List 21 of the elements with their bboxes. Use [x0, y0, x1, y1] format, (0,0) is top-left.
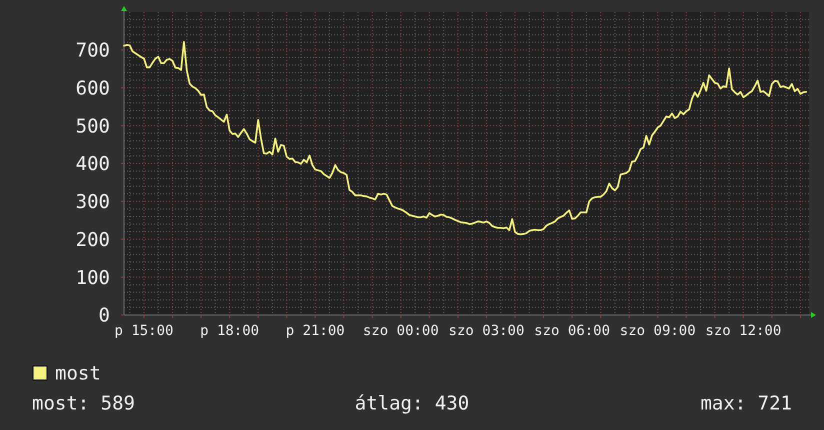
text: átlag: 430 [354, 392, 470, 415]
y-tick-label: 600 [76, 77, 110, 100]
text: most: 589 [32, 392, 135, 415]
y-tick-label: 100 [76, 266, 110, 289]
x-tick-label: szo 03:00 [448, 323, 524, 339]
y-tick-label: 200 [76, 228, 110, 251]
y-tick-label: 400 [76, 153, 110, 176]
legend-label: most [55, 362, 101, 385]
x-tick-label: szo 09:00 [620, 323, 696, 339]
y-tick-label: 0 [98, 304, 110, 327]
x-tick-label: szo 12:00 [705, 323, 782, 339]
x-tick-label: p 21:00 [286, 323, 345, 339]
x-tick-label: p 18:00 [200, 323, 260, 339]
x-tick-label: p 15:00 [114, 323, 174, 339]
y-tick-label: 700 [76, 40, 110, 62]
line-series [123, 41, 808, 236]
x-tick-label: szo 06:00 [534, 323, 610, 339]
x-tick-label: szo 00:00 [362, 323, 439, 339]
y-tick-label: 300 [76, 191, 110, 214]
y-tick-label: 500 [76, 115, 110, 138]
text: max: 721 [700, 392, 792, 415]
